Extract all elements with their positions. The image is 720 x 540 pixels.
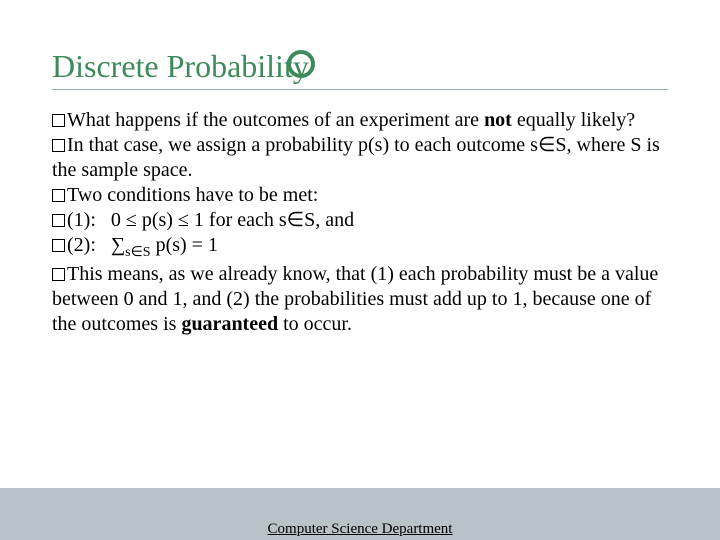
body-line: This means, as we already know, that (1)… bbox=[52, 262, 668, 337]
bullet-icon bbox=[52, 239, 65, 252]
title-area: Discrete Probability bbox=[52, 48, 668, 90]
body-line: Two conditions have to be met: bbox=[52, 183, 668, 208]
body-line: In that case, we assign a probability p(… bbox=[52, 133, 668, 183]
title-text: Discrete Probability bbox=[52, 48, 309, 84]
body-line: What happens if the outcomes of an exper… bbox=[52, 108, 668, 133]
footer-text: Computer Science Department bbox=[0, 521, 720, 538]
bullet-icon bbox=[52, 139, 65, 152]
bullet-icon bbox=[52, 189, 65, 202]
title-underline bbox=[52, 89, 668, 90]
slide-title: Discrete Probability bbox=[52, 48, 309, 85]
bullet-icon bbox=[52, 114, 65, 127]
slide-body: What happens if the outcomes of an exper… bbox=[52, 108, 668, 337]
body-line: (2): ∑s∈S p(s) = 1 bbox=[52, 233, 668, 262]
title-ring-icon bbox=[287, 50, 315, 78]
bullet-icon bbox=[52, 268, 65, 281]
body-line: (1): 0 ≤ p(s) ≤ 1 for each s∈S, and bbox=[52, 208, 668, 233]
bullet-icon bbox=[52, 214, 65, 227]
footer-band: Computer Science Department bbox=[0, 488, 720, 540]
slide: Discrete Probability What happens if the… bbox=[0, 0, 720, 540]
